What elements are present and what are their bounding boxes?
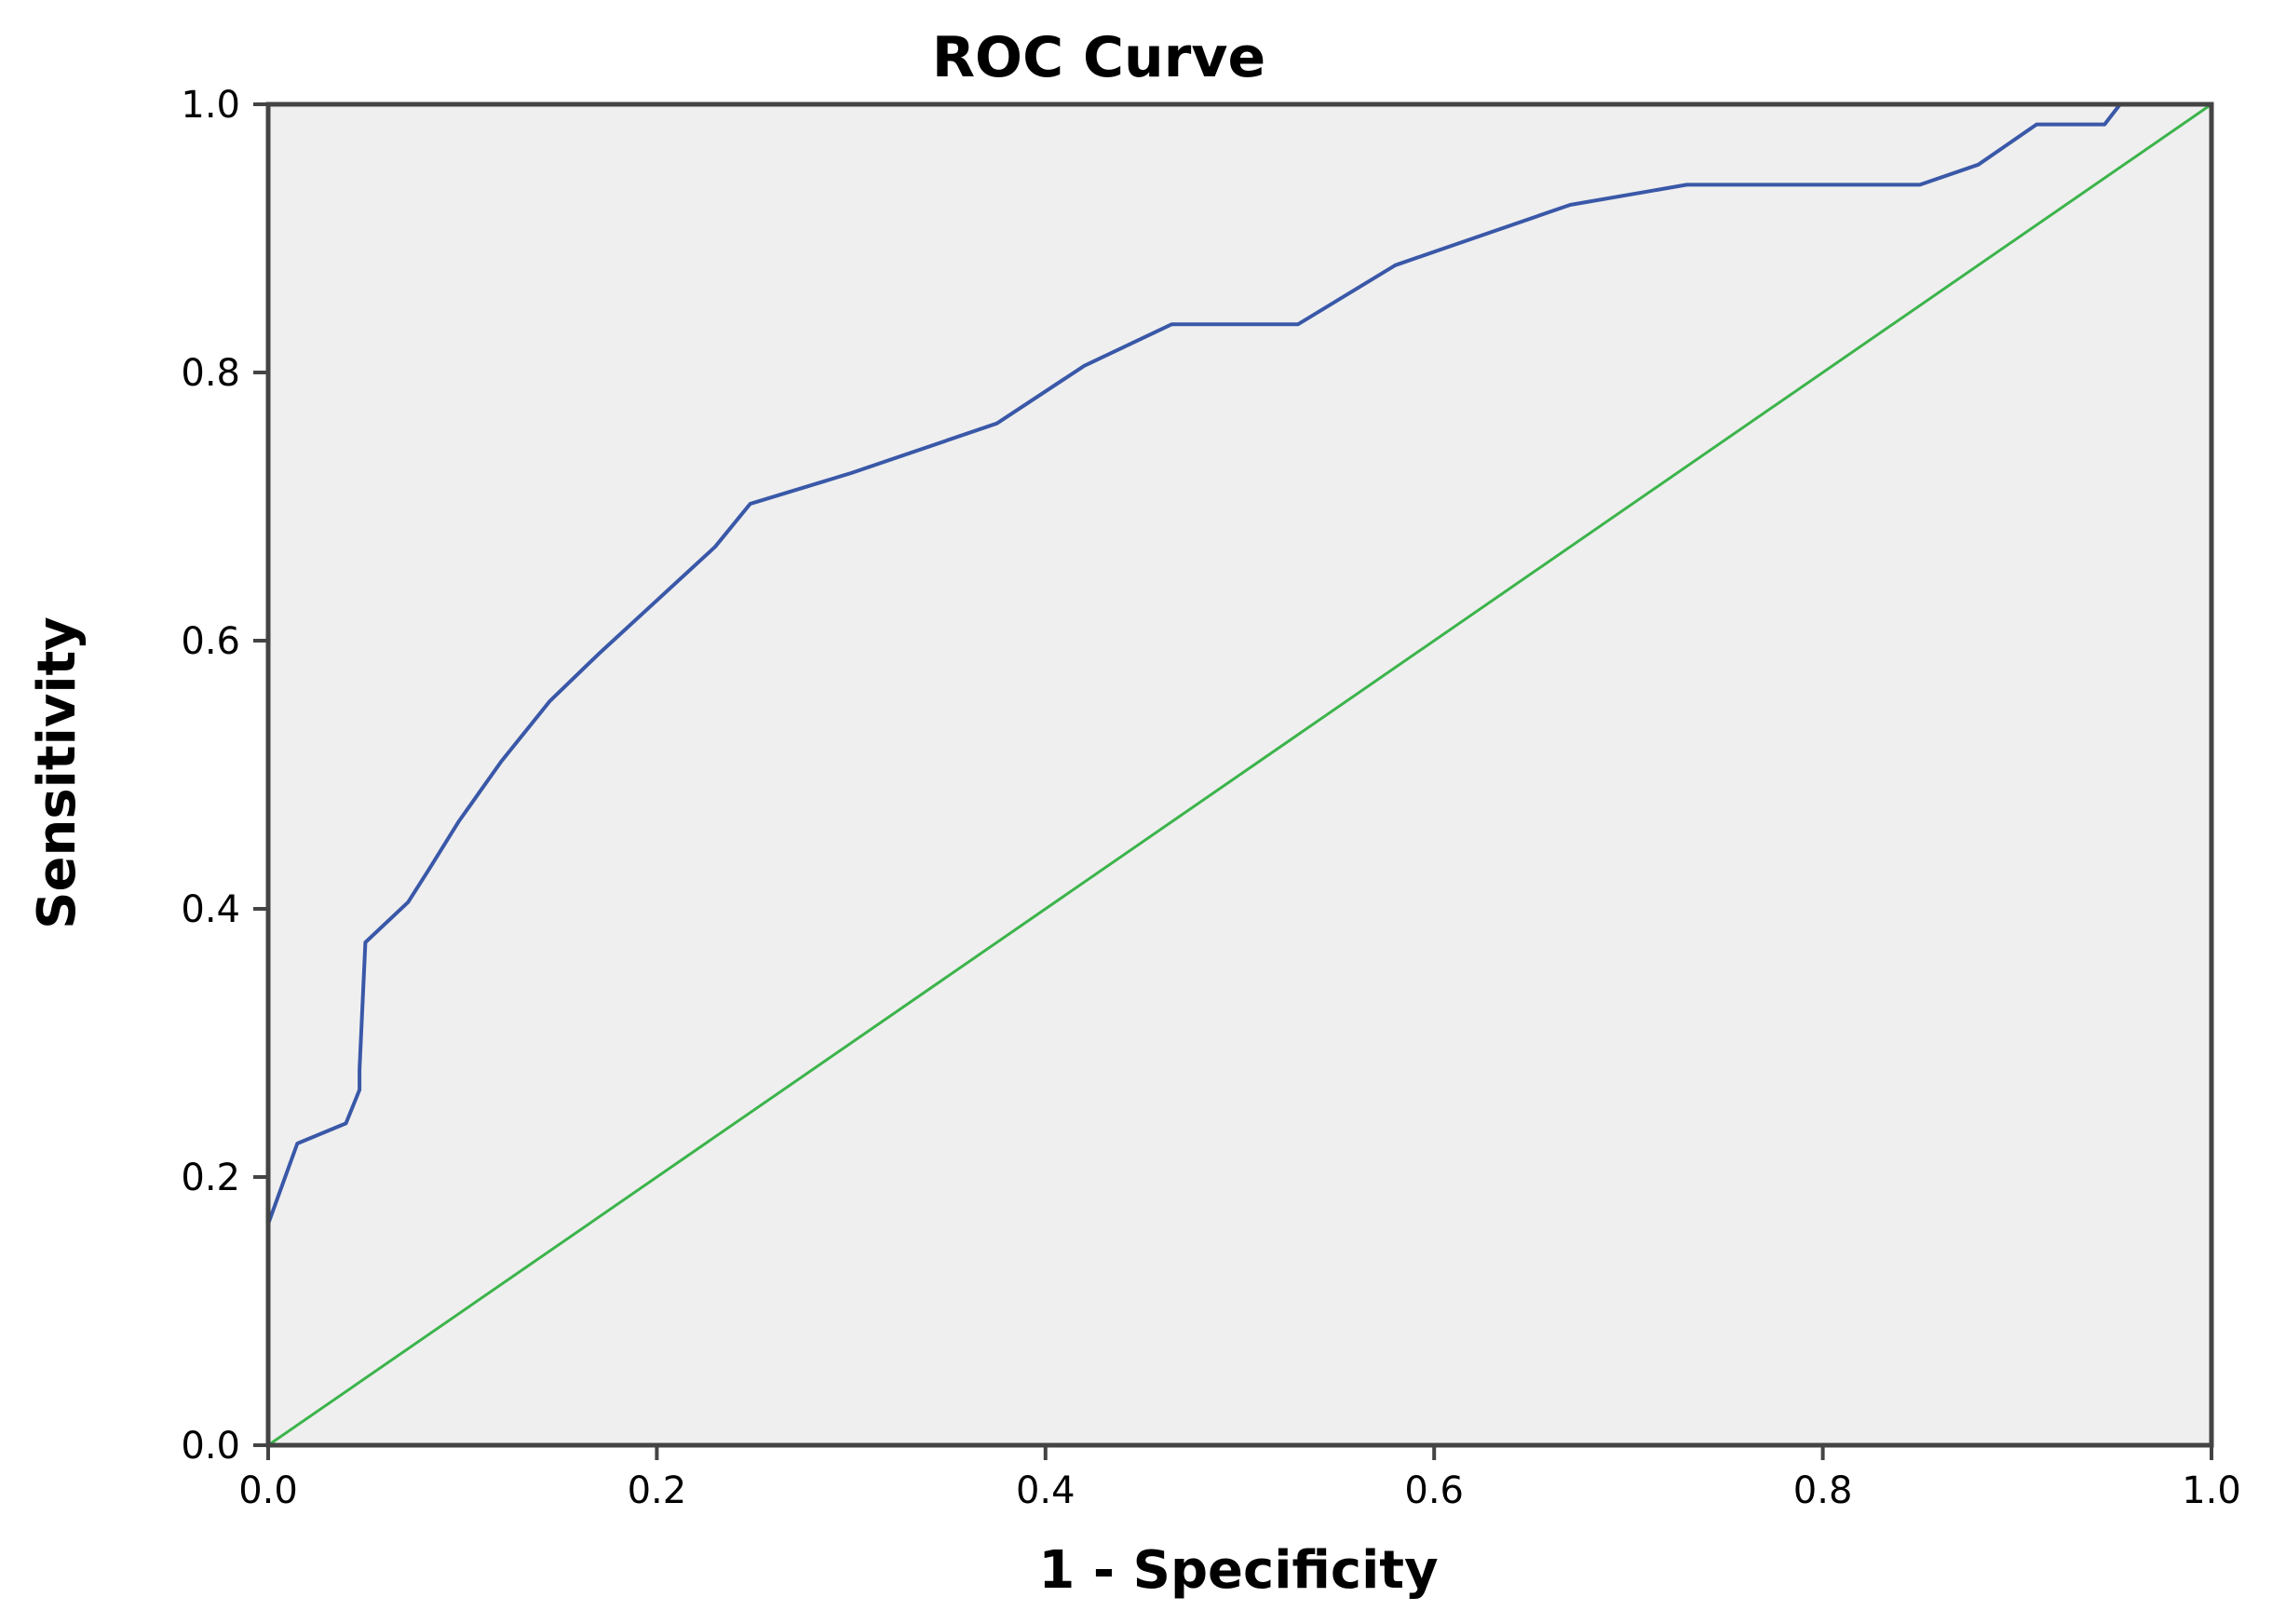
x-tick-label: 0.2: [628, 1469, 687, 1512]
y-tick-label: 0.8: [181, 352, 240, 395]
y-tick-label: 0.0: [181, 1425, 240, 1468]
x-tick-label: 0.8: [1793, 1469, 1853, 1512]
x-axis: 0.0 0.2 0.4 0.6 0.8 1.0: [238, 1445, 2241, 1512]
x-tick-label: 0.0: [238, 1469, 298, 1512]
y-tick-label: 0.4: [181, 888, 240, 931]
x-tick-label: 0.4: [1016, 1469, 1075, 1512]
y-axis-label: Sensitivity: [27, 616, 88, 929]
y-axis: 0.0 0.2 0.4 0.6 0.8 1.0: [181, 84, 268, 1468]
y-tick-label: 0.6: [181, 620, 240, 663]
plot-border: [265, 102, 2214, 1448]
series-layer: [266, 102, 2212, 1447]
y-tick-label: 0.2: [181, 1157, 240, 1199]
x-axis-label: 1 - Specificity: [1038, 1540, 1438, 1601]
plot-frame: [265, 102, 2214, 1448]
chart-title: ROC Curve: [932, 25, 1265, 90]
x-tick-label: 1.0: [2182, 1469, 2241, 1512]
x-tick-label: 0.6: [1404, 1469, 1464, 1512]
roc-curve-line: [266, 102, 2211, 1445]
reference-diagonal-line: [267, 102, 2212, 1447]
y-tick-label: 1.0: [181, 84, 240, 127]
